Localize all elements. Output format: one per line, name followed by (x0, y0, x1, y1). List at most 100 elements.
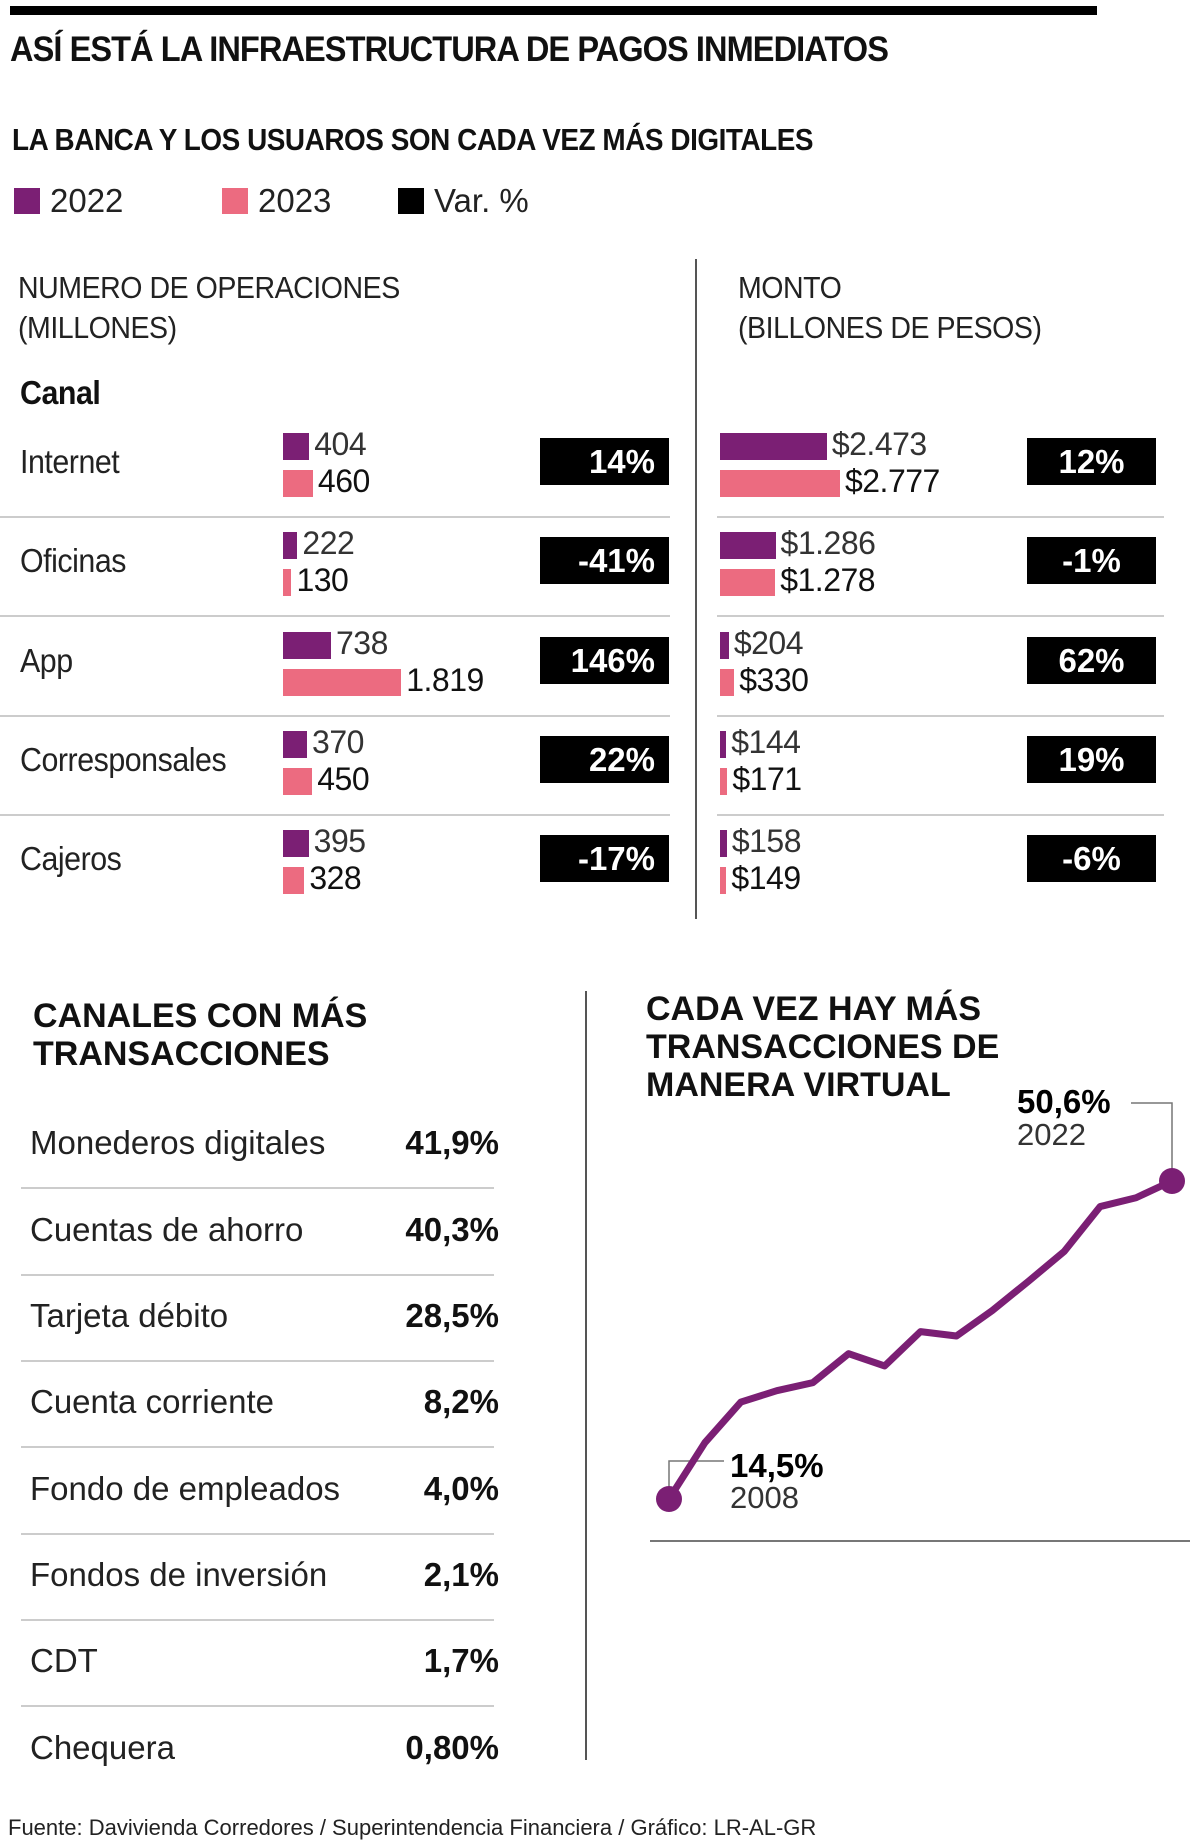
bar-2023 (720, 768, 728, 795)
table-separator (21, 1619, 494, 1621)
value-label-2022: $158 (731, 823, 802, 859)
value-label-2023: 130 (296, 562, 349, 598)
amount-header-line: (BILLONES DE PESOS) (738, 310, 1042, 345)
line-chart-title-line: TRANSACCIONES DE (646, 1028, 1000, 1066)
value-label-2023: $330 (739, 662, 809, 698)
value-label-2023: 450 (317, 761, 370, 797)
bar-2022 (720, 731, 727, 758)
bar-2022 (283, 632, 331, 659)
table-row-value: 28,5% (405, 1297, 499, 1334)
bar-2023 (283, 569, 292, 596)
table-row-value: 41,9% (405, 1124, 499, 1161)
legend-label: 2023 (258, 182, 332, 219)
legend-2023: 2023 (222, 182, 331, 220)
line-chart-title-line: CADA VEZ HAY MÁS (646, 990, 982, 1028)
leader-line-end (1131, 1102, 1173, 1181)
table-row-label: Cuentas de ahorro (30, 1211, 304, 1248)
legend-label: 2022 (50, 182, 124, 219)
start-value-label: 14,5% (730, 1447, 824, 1484)
row-separator (717, 516, 1164, 518)
bar-2022 (283, 532, 298, 559)
row-separator (717, 715, 1164, 717)
end-year-label: 2022 (1017, 1117, 1086, 1152)
bar-2022 (720, 632, 729, 659)
bar-2023 (283, 470, 313, 497)
table-separator (21, 1705, 494, 1707)
table-separator (21, 1187, 494, 1189)
table-row-label: Cuenta corriente (30, 1383, 274, 1420)
bar-2022 (283, 830, 309, 857)
value-label-2022: 370 (312, 724, 364, 760)
value-label-2023: $171 (732, 761, 802, 797)
table-row-label: Monederos digitales (30, 1124, 326, 1161)
value-label-2022: $2.473 (831, 426, 927, 462)
variation-badge: 62% (1027, 637, 1156, 684)
table-separator (21, 1360, 494, 1362)
row-separator (0, 814, 670, 816)
row-separator (0, 715, 670, 717)
row-label: Cajeros (20, 840, 122, 877)
table-row-value: 0,80% (405, 1729, 499, 1766)
row-separator (717, 615, 1164, 617)
value-label-2023: 1.819 (406, 662, 484, 698)
bar-2022 (720, 830, 727, 857)
line-chart-title-line: MANERA VIRTUAL (646, 1066, 951, 1104)
legend-swatch-2022 (14, 188, 40, 214)
value-label-2022: 404 (314, 426, 367, 462)
value-label-2023: 460 (317, 463, 370, 499)
bar-2023 (720, 669, 735, 696)
table-row-value: 8,2% (423, 1383, 499, 1420)
legend-label: Var. % (434, 182, 529, 219)
table-row-label: Tarjeta débito (30, 1297, 229, 1334)
value-label-2022: 738 (335, 625, 388, 661)
table-row-label: Chequera (30, 1729, 175, 1766)
variation-badge: 22% (540, 736, 669, 783)
legend-2022: 2022 (14, 182, 123, 220)
row-label: Oficinas (20, 542, 127, 579)
table-separator (21, 1274, 494, 1276)
legend-swatch-2023 (222, 188, 248, 214)
bar-2022 (283, 433, 310, 460)
start-year-label: 2008 (730, 1480, 799, 1515)
bar-2022 (283, 731, 308, 758)
variation-badge: 12% (1027, 438, 1156, 485)
value-label-2023: 328 (309, 860, 362, 896)
table-row-label: Fondos de inversión (30, 1556, 328, 1593)
line-chart-title: CADA VEZ HAY MÁS TRANSACCIONES DE MANERA… (646, 990, 999, 1104)
value-label-2022: $1.286 (780, 525, 876, 561)
data-point-2008 (656, 1486, 682, 1512)
variation-badge: -17% (540, 835, 669, 882)
bottom-divider (585, 991, 587, 1760)
table-row-value: 40,3% (405, 1211, 499, 1248)
table-row-value: 2,1% (423, 1556, 499, 1593)
value-label-2023: $2.777 (844, 463, 940, 499)
operations-header-line: (MILLONES) (18, 310, 177, 345)
value-label-2023: $149 (731, 860, 801, 896)
amount-header-line: MONTO (738, 270, 842, 305)
variation-badge: 14% (540, 438, 669, 485)
table-separator (21, 1446, 494, 1448)
bar-2023 (283, 867, 305, 894)
value-label-2022: $144 (731, 724, 801, 760)
bar-2023 (720, 569, 776, 596)
canal-header: Canal (20, 374, 101, 411)
variation-badge: -41% (540, 537, 669, 584)
value-label-2022: $204 (733, 625, 804, 661)
table-row-value: 4,0% (423, 1470, 499, 1507)
table-row-label: Fondo de empleados (30, 1470, 341, 1507)
row-label: Internet (20, 443, 120, 480)
variation-badge: -1% (1027, 537, 1156, 584)
legend-swatch-var (398, 188, 424, 214)
bar-2023 (283, 768, 313, 795)
data-point-2022 (1159, 1168, 1185, 1194)
bar-2022 (720, 433, 827, 460)
variation-badge: 146% (540, 637, 669, 684)
top-rule (10, 6, 1097, 15)
amount-header: MONTO (BILLONES DE PESOS) (738, 268, 1042, 348)
legend-var: Var. % (398, 182, 529, 220)
table-row-value: 1,7% (423, 1642, 499, 1679)
end-value-label: 50,6% (1017, 1083, 1111, 1120)
operations-header: NUMERO DE OPERACIONES (MILLONES) (18, 268, 400, 348)
variation-badge: 19% (1027, 736, 1156, 783)
